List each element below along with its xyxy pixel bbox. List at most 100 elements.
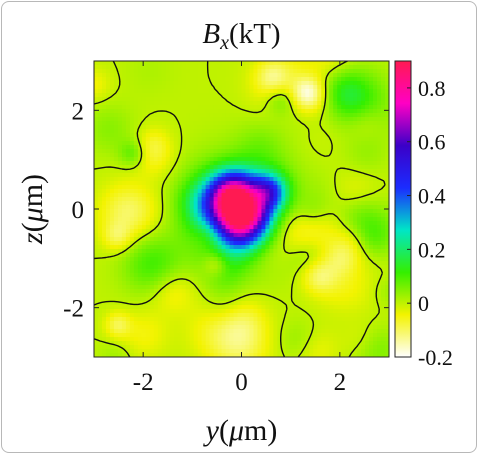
heatmap-cell: [121, 117, 127, 122]
heatmap-cell: [381, 269, 386, 274]
heatmap-cell: [209, 225, 215, 230]
heatmap-cell: [309, 293, 314, 298]
heatmap-cell: [309, 97, 314, 102]
heatmap-cell: [169, 149, 175, 154]
heatmap-cell: [97, 165, 103, 170]
heatmap-cell: [253, 125, 259, 130]
heatmap-cell: [381, 81, 386, 86]
heatmap-cell: [349, 317, 354, 322]
heatmap-cell: [109, 285, 115, 290]
heatmap-cell: [169, 301, 175, 306]
heatmap-cell: [373, 185, 378, 190]
heatmap-cell: [241, 293, 247, 298]
heatmap-cell: [293, 189, 298, 194]
heatmap-cell: [289, 257, 294, 262]
heatmap-cell: [221, 101, 227, 106]
heatmap-cell: [217, 321, 223, 326]
heatmap-cell: [285, 145, 290, 150]
heatmap-cell: [369, 273, 374, 278]
heatmap-cell: [365, 125, 370, 130]
heatmap-cell: [161, 301, 167, 306]
heatmap-cell: [349, 61, 354, 66]
heatmap-cell: [165, 97, 171, 102]
heatmap-cell: [165, 121, 171, 126]
heatmap-cell: [213, 161, 219, 166]
heatmap-cell: [185, 181, 191, 186]
heatmap-cell: [325, 93, 330, 98]
heatmap-cell: [145, 261, 151, 266]
heatmap-cell: [125, 177, 131, 182]
heatmap-cell: [193, 301, 199, 306]
heatmap-cell: [381, 257, 386, 262]
heatmap-cell: [121, 189, 127, 194]
heatmap-cell: [233, 185, 239, 190]
heatmap-cell: [329, 189, 334, 194]
heatmap-cell: [125, 169, 131, 174]
heatmap-cell: [105, 329, 111, 334]
heatmap-cell: [273, 173, 278, 178]
heatmap-cell: [129, 73, 135, 78]
heatmap-cell: [377, 317, 382, 322]
heatmap-cell: [305, 89, 310, 94]
heatmap-cell: [309, 101, 314, 106]
heatmap-cell: [157, 253, 163, 258]
heatmap-cell: [305, 209, 310, 214]
heatmap-cell: [281, 81, 286, 86]
heatmap-cell: [289, 85, 294, 90]
heatmap-cell: [197, 129, 203, 134]
heatmap-cell: [113, 225, 119, 230]
heatmap-cell: [189, 117, 195, 122]
heatmap-cell: [385, 213, 389, 218]
heatmap-cell: [109, 289, 115, 294]
heatmap-cell: [249, 185, 255, 190]
heatmap-cell: [337, 109, 342, 114]
heatmap-cell: [145, 329, 151, 334]
heatmap-cell: [321, 201, 326, 206]
heatmap-cell: [289, 225, 294, 230]
heatmap-cell: [237, 233, 243, 238]
heatmap-cell: [285, 93, 290, 98]
heatmap-cell: [261, 85, 267, 90]
heatmap-cell: [329, 233, 334, 238]
heatmap-cell: [361, 141, 366, 146]
heatmap-cell: [333, 317, 338, 322]
heatmap-cell: [377, 189, 382, 194]
heatmap-cell: [257, 309, 263, 314]
heatmap-cell: [165, 77, 171, 82]
heatmap-cell: [161, 101, 167, 106]
heatmap-cell: [201, 85, 207, 90]
heatmap-cell: [157, 209, 163, 214]
heatmap-cell: [213, 233, 219, 238]
heatmap-cell: [273, 141, 278, 146]
heatmap-cell: [309, 145, 314, 150]
heatmap-cell: [209, 205, 215, 210]
heatmap-cell: [113, 77, 119, 82]
heatmap-cell: [345, 153, 350, 158]
heatmap-cell: [125, 321, 131, 326]
heatmap-cell: [289, 177, 294, 182]
heatmap-cell: [277, 221, 282, 226]
heatmap-cell: [129, 241, 135, 246]
heatmap-cell: [293, 269, 298, 274]
heatmap-cell: [97, 89, 103, 94]
heatmap-cell: [105, 173, 111, 178]
heatmap-cell: [277, 217, 282, 222]
heatmap-cell: [97, 69, 103, 74]
heatmap-cell: [205, 181, 211, 186]
heatmap-cell: [125, 249, 131, 254]
heatmap-cell: [285, 257, 290, 262]
heatmap-cell: [105, 177, 111, 182]
heatmap-cell: [177, 161, 183, 166]
heatmap-cell: [169, 305, 175, 310]
heatmap-cell: [137, 193, 143, 198]
heatmap-cell: [141, 81, 147, 86]
heatmap-cell: [289, 97, 294, 102]
heatmap-cell: [185, 269, 191, 274]
heatmap-cell: [97, 277, 103, 282]
heatmap-cell: [321, 269, 326, 274]
heatmap-cell: [345, 213, 350, 218]
heatmap-cell: [273, 109, 278, 114]
heatmap-cell: [337, 237, 342, 242]
heatmap-cell: [121, 97, 127, 102]
heatmap-cell: [233, 213, 239, 218]
